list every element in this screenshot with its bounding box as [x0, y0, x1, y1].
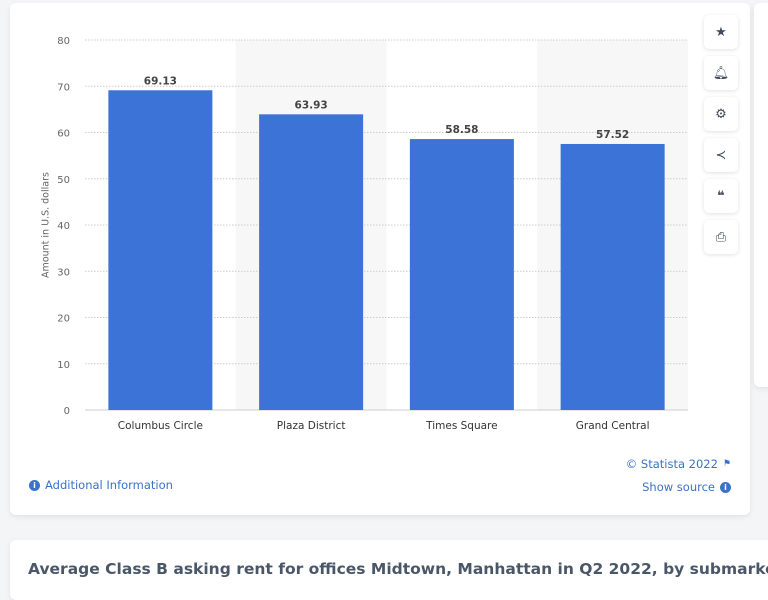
- star-icon: ★: [715, 24, 727, 40]
- x-tick-label: Plaza District: [277, 420, 346, 432]
- y-tick-label: 10: [57, 360, 70, 371]
- print-button[interactable]: ⎙: [704, 220, 738, 254]
- x-tick-label: Times Square: [425, 420, 497, 432]
- bar: [108, 90, 213, 411]
- show-source-label: Show source: [642, 480, 715, 494]
- info-icon: i: [29, 479, 40, 491]
- additional-info-label: Additional Information: [45, 478, 173, 492]
- y-tick-label: 20: [57, 314, 70, 325]
- data-label: 69.13: [144, 75, 177, 87]
- x-tick-label: Grand Central: [576, 420, 650, 432]
- additional-information-link[interactable]: i Additional Information: [29, 478, 173, 492]
- bar-chart: 0 10 20 30 40 50 60 70 80 69.13 Columbus Circle 63.…: [57, 36, 688, 432]
- info-icon: i: [720, 481, 731, 493]
- bar: [560, 143, 665, 410]
- chart-title: Average Class B asking rent for offices …: [28, 560, 768, 578]
- bell-icon: 🔔︎: [712, 65, 730, 81]
- data-label: 57.52: [596, 129, 629, 141]
- gear-icon: ⚙: [715, 106, 727, 122]
- data-label: 63.93: [295, 99, 328, 111]
- y-tick-label: 70: [57, 82, 70, 93]
- print-icon: ⎙: [715, 229, 727, 245]
- cite-button[interactable]: ❝: [704, 179, 738, 213]
- y-tick-label: 0: [64, 406, 70, 417]
- y-tick-label: 60: [57, 129, 70, 140]
- show-source-link[interactable]: Show source i: [642, 480, 731, 494]
- x-tick-label: Columbus Circle: [118, 420, 203, 432]
- side-panel: [754, 3, 768, 387]
- y-tick-label: 80: [57, 36, 70, 47]
- flag-icon: ⚑: [722, 459, 731, 469]
- settings-button[interactable]: ⚙: [704, 97, 738, 131]
- share-button[interactable]: ≺: [704, 138, 738, 172]
- bar: [409, 139, 514, 410]
- y-axis-label: Amount in U.S. dollars: [40, 172, 52, 278]
- quote-icon: ❝: [717, 188, 725, 204]
- notification-button[interactable]: 🔔︎: [704, 56, 738, 90]
- share-icon: ≺: [715, 147, 727, 163]
- copyright-text: © Statista 2022: [625, 457, 718, 471]
- y-tick-label: 30: [57, 267, 70, 278]
- y-tick-label: 50: [57, 175, 70, 186]
- bar: [259, 114, 364, 410]
- copyright-link[interactable]: © Statista 2022 ⚑: [626, 457, 731, 471]
- data-label: 58.58: [445, 124, 478, 136]
- favorite-button[interactable]: ★: [704, 15, 738, 49]
- y-tick-label: 40: [57, 221, 70, 232]
- description-card: Average Class B asking rent for offices …: [10, 540, 768, 600]
